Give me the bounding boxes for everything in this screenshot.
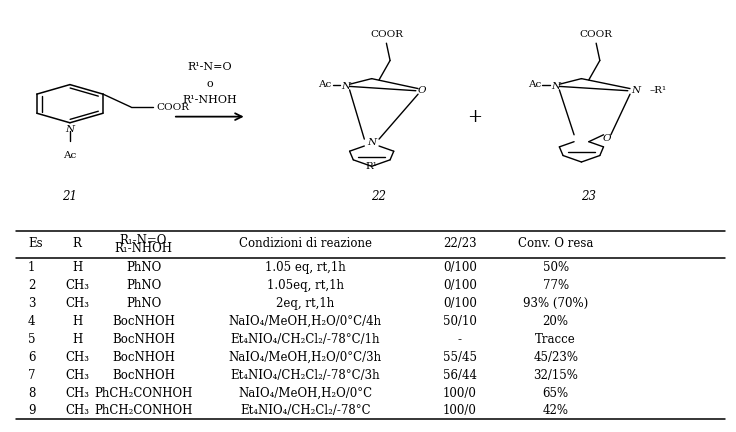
Text: Et₄NIO₄/CH₂Cl₂/-78°C/1h: Et₄NIO₄/CH₂Cl₂/-78°C/1h — [230, 333, 381, 346]
Text: R₁-N=O: R₁-N=O — [120, 234, 167, 247]
Text: 1.05 eq, rt,1h: 1.05 eq, rt,1h — [265, 261, 346, 274]
Text: CH₃: CH₃ — [66, 404, 89, 417]
Text: 100/0: 100/0 — [443, 387, 477, 400]
Text: 21: 21 — [63, 190, 77, 203]
Text: 0/100: 0/100 — [443, 261, 477, 274]
Text: PhCH₂CONHOH: PhCH₂CONHOH — [94, 404, 193, 417]
Text: BocNHOH: BocNHOH — [112, 368, 175, 382]
Text: 50%: 50% — [542, 261, 569, 274]
Text: Ac: Ac — [318, 80, 331, 89]
Text: +: + — [467, 108, 482, 126]
Text: CH₃: CH₃ — [66, 387, 89, 400]
Text: 56/44: 56/44 — [443, 368, 477, 382]
Text: O: O — [417, 86, 426, 95]
Text: Tracce: Tracce — [535, 333, 576, 346]
Text: PhNO: PhNO — [126, 297, 161, 310]
Text: BocNHOH: BocNHOH — [112, 351, 175, 364]
Text: 93% (70%): 93% (70%) — [523, 297, 588, 310]
Text: COOR: COOR — [157, 102, 190, 111]
Text: 2eq, rt,1h: 2eq, rt,1h — [276, 297, 335, 310]
Text: Condizioni di reazione: Condizioni di reazione — [239, 237, 372, 250]
Text: R: R — [73, 237, 82, 250]
Text: CH₃: CH₃ — [66, 351, 89, 364]
Text: 65%: 65% — [542, 387, 569, 400]
Text: 8: 8 — [28, 387, 35, 400]
Text: H: H — [72, 261, 82, 274]
Text: 50/10: 50/10 — [443, 315, 477, 328]
Text: O: O — [603, 134, 612, 143]
Text: N: N — [631, 86, 640, 95]
Text: COOR: COOR — [580, 30, 612, 39]
Text: CH₃: CH₃ — [66, 279, 89, 292]
Text: 77%: 77% — [542, 279, 569, 292]
Text: CH₃: CH₃ — [66, 297, 89, 310]
Text: R¹-N=O: R¹-N=O — [188, 62, 232, 72]
Text: –R¹: –R¹ — [650, 86, 667, 95]
Text: 1.05eq, rt,1h: 1.05eq, rt,1h — [267, 279, 344, 292]
Text: R¹: R¹ — [366, 162, 378, 171]
Text: NaIO₄/MeOH,H₂O/0°C: NaIO₄/MeOH,H₂O/0°C — [238, 387, 372, 400]
Text: 22: 22 — [372, 190, 386, 203]
Text: Conv. O resa: Conv. O resa — [518, 237, 593, 250]
Text: -: - — [458, 333, 462, 346]
Text: 0/100: 0/100 — [443, 279, 477, 292]
Text: 2: 2 — [28, 279, 35, 292]
Text: 42%: 42% — [542, 404, 569, 417]
Text: N: N — [367, 138, 376, 147]
Text: PhNO: PhNO — [126, 279, 161, 292]
Text: 23: 23 — [581, 190, 596, 203]
Text: CH₃: CH₃ — [66, 368, 89, 382]
Text: 0/100: 0/100 — [443, 297, 477, 310]
Text: 55/45: 55/45 — [443, 351, 477, 364]
Text: 1: 1 — [28, 261, 35, 274]
Text: PhCH₂CONHOH: PhCH₂CONHOH — [94, 387, 193, 400]
Text: 9: 9 — [28, 404, 35, 417]
Text: Et₄NIO₄/CH₂Cl₂/-78°C/3h: Et₄NIO₄/CH₂Cl₂/-78°C/3h — [230, 368, 381, 382]
Text: NaIO₄/MeOH,H₂O/0°C/3h: NaIO₄/MeOH,H₂O/0°C/3h — [229, 351, 382, 364]
Text: Ac: Ac — [528, 80, 541, 89]
Text: 6: 6 — [28, 351, 35, 364]
Text: PhNO: PhNO — [126, 261, 161, 274]
Text: N: N — [66, 125, 74, 134]
Text: BocNHOH: BocNHOH — [112, 333, 175, 346]
Text: 3: 3 — [28, 297, 35, 310]
Text: 4: 4 — [28, 315, 35, 328]
Text: Es: Es — [28, 237, 43, 250]
Text: 45/23%: 45/23% — [533, 351, 578, 364]
Text: NaIO₄/MeOH,H₂O/0°C/4h: NaIO₄/MeOH,H₂O/0°C/4h — [229, 315, 382, 328]
Text: BocNHOH: BocNHOH — [112, 315, 175, 328]
Text: N: N — [551, 82, 560, 91]
Text: Ac: Ac — [63, 151, 77, 160]
Text: R₁-NHOH: R₁-NHOH — [115, 242, 172, 255]
Text: 22/23: 22/23 — [443, 237, 477, 250]
Text: 7: 7 — [28, 368, 35, 382]
Text: H: H — [72, 315, 82, 328]
Text: o: o — [206, 79, 213, 89]
Text: COOR: COOR — [370, 30, 403, 39]
Text: R¹-NHOH: R¹-NHOH — [183, 95, 237, 105]
Text: 20%: 20% — [542, 315, 569, 328]
Text: 5: 5 — [28, 333, 35, 346]
Text: Et₄NIO₄/CH₂Cl₂/-78°C: Et₄NIO₄/CH₂Cl₂/-78°C — [240, 404, 371, 417]
Text: N: N — [342, 82, 350, 91]
Text: H: H — [72, 333, 82, 346]
Text: 32/15%: 32/15% — [534, 368, 578, 382]
Text: 100/0: 100/0 — [443, 404, 477, 417]
